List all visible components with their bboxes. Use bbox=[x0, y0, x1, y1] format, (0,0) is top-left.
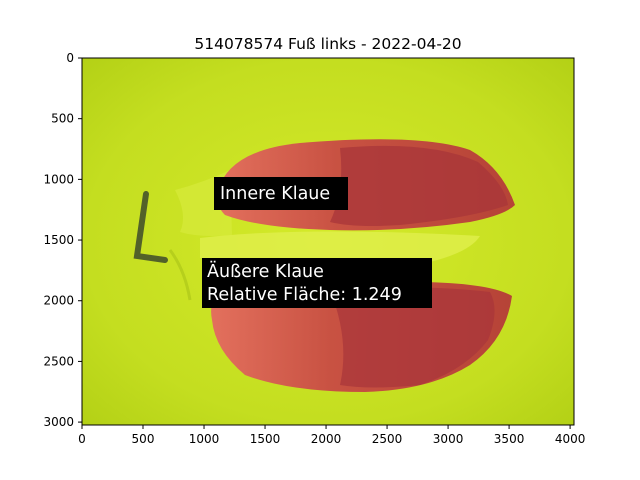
x-tick-label: 4000 bbox=[555, 432, 586, 446]
x-axis: 0 500 1000 1500 2000 2500 3000 3500 4000 bbox=[78, 425, 585, 446]
marker-letter-l bbox=[133, 191, 168, 263]
fabric-shadow-line bbox=[168, 249, 192, 301]
annotation-inner-claw-box bbox=[214, 177, 348, 210]
y-tick-label: 0 bbox=[66, 51, 74, 65]
y-tick-label: 500 bbox=[51, 112, 74, 126]
y-tick-label: 3000 bbox=[43, 415, 74, 429]
image-area: Innere Klaue Äußere Klaue Relative Fläch… bbox=[81, 57, 575, 426]
x-tick-label: 3000 bbox=[433, 432, 464, 446]
x-tick-label: 1000 bbox=[189, 432, 220, 446]
annotation-outer-claw-line-2: Relative Fläche: 1.249 bbox=[207, 285, 402, 305]
y-tick-label: 1500 bbox=[43, 233, 74, 247]
x-tick-label: 2500 bbox=[372, 432, 403, 446]
y-tick-label: 2000 bbox=[43, 294, 74, 308]
x-tick-label: 0 bbox=[78, 432, 86, 446]
axes-frame bbox=[81, 57, 575, 426]
x-tick-label: 3500 bbox=[494, 432, 525, 446]
y-tick-label: 1000 bbox=[43, 172, 74, 186]
annotation-inner-claw-label: Innere Klaue bbox=[220, 184, 330, 204]
y-axis: 0 500 1000 1500 2000 2500 3000 bbox=[43, 51, 82, 429]
outer-claw-sole bbox=[330, 287, 495, 388]
x-tick-label: 1500 bbox=[250, 432, 281, 446]
annotation-outer-claw: Äußere Klaue Relative Fläche: 1.249 bbox=[202, 258, 432, 308]
annotation-outer-claw-line-1: Äußere Klaue bbox=[207, 261, 324, 282]
x-tick-label: 2000 bbox=[311, 432, 342, 446]
interdigital-gap bbox=[200, 231, 480, 262]
figure-title: 514078574 Fuß links - 2022-04-20 bbox=[194, 35, 461, 53]
x-tick-label: 500 bbox=[132, 432, 155, 446]
inner-claw-sole bbox=[330, 145, 508, 226]
annotation-outer-claw-box bbox=[202, 258, 432, 308]
annotation-inner-claw: Innere Klaue bbox=[214, 177, 348, 210]
y-tick-label: 2500 bbox=[43, 354, 74, 368]
